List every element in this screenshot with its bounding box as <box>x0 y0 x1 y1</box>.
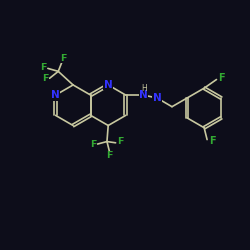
Text: F: F <box>60 54 66 63</box>
Text: N: N <box>51 90 60 100</box>
Text: F: F <box>209 136 216 146</box>
Text: N: N <box>104 80 112 90</box>
Text: F: F <box>40 63 47 72</box>
Text: N: N <box>153 93 162 103</box>
Text: H: H <box>141 84 147 94</box>
Text: F: F <box>42 74 48 83</box>
Text: F: F <box>106 152 113 160</box>
Text: N: N <box>139 90 148 100</box>
Text: F: F <box>117 137 124 146</box>
Text: F: F <box>218 73 225 83</box>
Text: F: F <box>90 140 96 148</box>
